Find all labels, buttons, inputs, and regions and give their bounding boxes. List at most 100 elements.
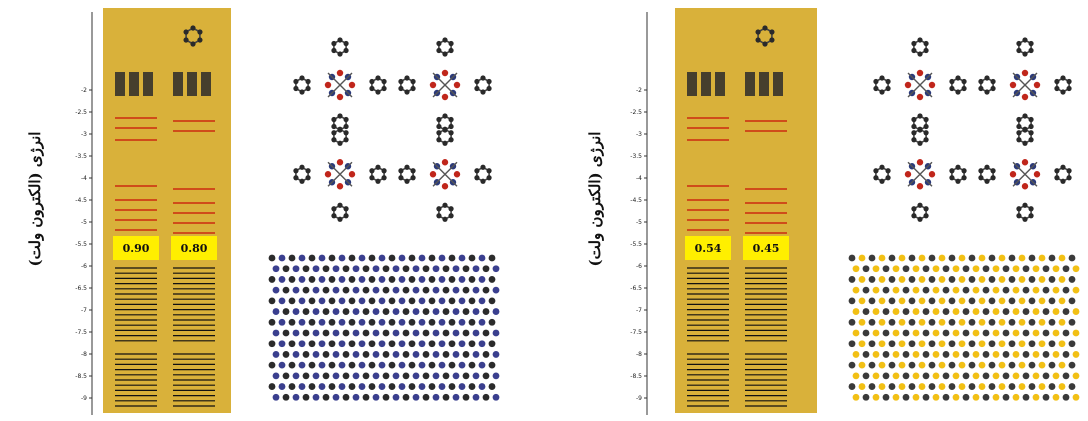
y-tick-label: -4.5 [75, 197, 87, 204]
substrate-atom [982, 372, 990, 380]
carbon-atom [410, 175, 416, 181]
substrate-atom [352, 265, 360, 273]
carbon-atom [1066, 168, 1072, 174]
substrate-atom [878, 383, 886, 390]
carbon-atom [873, 85, 879, 92]
substrate-atom [848, 297, 856, 305]
substrate-atom [888, 340, 896, 348]
carbon-atom [293, 85, 299, 92]
y-tick-label: -7.5 [630, 329, 642, 336]
carbon-atom [331, 130, 337, 136]
substrate-atom [1048, 297, 1056, 305]
carbon-atom [369, 175, 375, 181]
substrate-atom [412, 329, 420, 337]
substrate-atom [482, 329, 490, 337]
carbon-atom [769, 37, 775, 43]
substrate-atom [868, 361, 876, 369]
carbon-atom [978, 78, 984, 85]
substrate-atom [958, 276, 966, 283]
substrate-atom [1052, 308, 1060, 315]
carbon-atom [990, 78, 996, 85]
substrate-atom [418, 254, 426, 262]
substrate-atom [882, 329, 890, 337]
metal-node-atom [1021, 183, 1029, 190]
substrate-atom [858, 276, 866, 283]
substrate-atom [288, 254, 296, 262]
substrate-atom [342, 329, 350, 337]
substrate-atom [1028, 340, 1036, 348]
substrate-atom [962, 286, 970, 294]
substrate-atom [342, 372, 350, 380]
substrate-atom [1018, 318, 1026, 326]
substrate-atom [872, 393, 880, 401]
carbon-atom [448, 137, 454, 143]
substrate-atom [938, 318, 946, 326]
carbon-atom [337, 126, 343, 132]
substrate-atom [292, 351, 300, 358]
substrate-atom [1058, 297, 1066, 305]
substrate-atom [458, 340, 466, 348]
substrate-atom [938, 276, 946, 283]
substrate-atom [862, 329, 870, 337]
carbon-atom [343, 47, 349, 54]
layer-icon [129, 72, 139, 96]
substrate-atom [438, 254, 446, 262]
substrate-atom [878, 297, 886, 305]
substrate-atom [978, 361, 986, 369]
substrate-atom [308, 361, 316, 369]
carbon-atom [885, 175, 891, 181]
substrate-atom [458, 297, 466, 305]
carbon-atom [337, 113, 343, 119]
carbon-atom [949, 78, 955, 85]
substrate-atom [452, 308, 460, 315]
substrate-atom [458, 361, 466, 369]
carbon-atom [343, 213, 349, 219]
carbon-atom [978, 85, 984, 92]
substrate-atom [942, 393, 950, 401]
substrate-atom [1042, 351, 1050, 358]
substrate-atom [912, 393, 920, 401]
substrate-atom [432, 286, 440, 294]
substrate-atom [1068, 276, 1076, 283]
substrate-atom [468, 361, 476, 369]
bond [432, 72, 458, 98]
substrate-atom [418, 297, 426, 305]
substrate-atom [932, 265, 940, 273]
carbon-atom [436, 47, 442, 54]
substrate-atom [428, 297, 436, 305]
substrate-atom [392, 265, 400, 273]
substrate-atom [902, 308, 910, 315]
substrate-atom [1002, 286, 1010, 294]
carbon-atom [1054, 175, 1060, 181]
substrate-atom [348, 383, 356, 390]
substrate-atom [1072, 308, 1080, 315]
substrate-atom [992, 351, 1000, 358]
substrate-atom [868, 318, 876, 326]
substrate-atom [412, 308, 420, 315]
y-tick-label: -7 [81, 307, 87, 314]
substrate-atom [968, 276, 976, 283]
substrate-atom [1008, 297, 1016, 305]
substrate-atom [1032, 372, 1040, 380]
band-gap-value: 0.90 [123, 242, 150, 255]
substrate-atom [1048, 361, 1056, 369]
carbon-atom [949, 175, 955, 181]
substrate-atom [332, 308, 340, 315]
substrate-atom [1062, 265, 1070, 273]
substrate-atom [268, 318, 276, 326]
substrate-atom [972, 329, 980, 337]
layer-icon [759, 72, 769, 96]
substrate-atom [918, 383, 926, 390]
substrate-atom [1032, 308, 1040, 315]
substrate-atom [1062, 372, 1070, 380]
metal-node-atom [336, 183, 344, 190]
substrate-atom [978, 340, 986, 348]
substrate-atom [332, 286, 340, 294]
substrate-atom [398, 276, 406, 283]
substrate-atom [998, 340, 1006, 348]
carbon-atom [410, 85, 416, 92]
substrate-atom [1062, 329, 1070, 337]
substrate-atom [982, 308, 990, 315]
substrate-atom [988, 340, 996, 348]
metal-node-atom [904, 81, 912, 89]
